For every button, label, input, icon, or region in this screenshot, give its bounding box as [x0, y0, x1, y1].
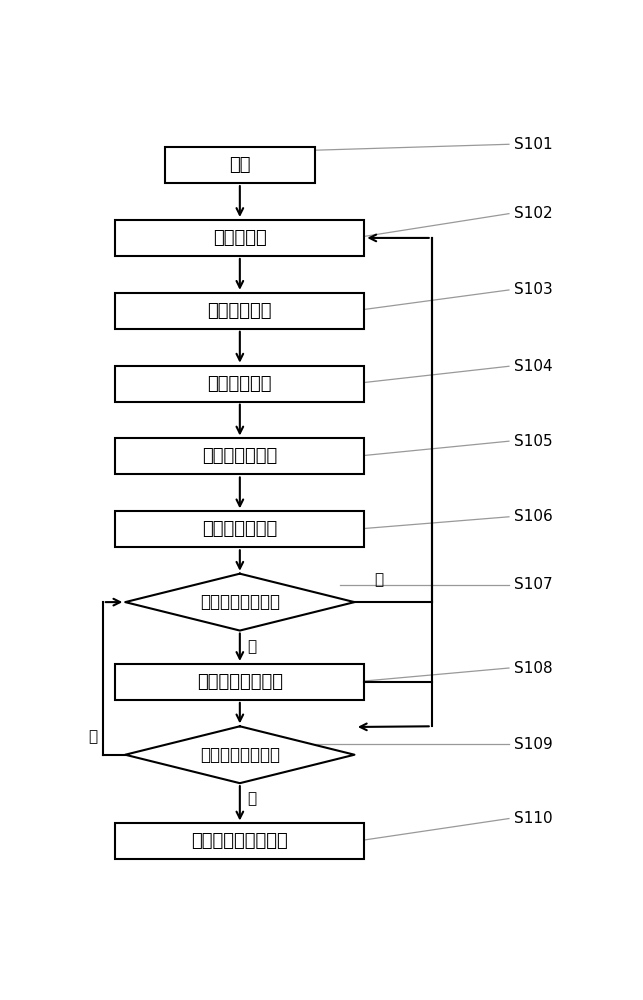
FancyBboxPatch shape [115, 438, 365, 474]
Text: 否: 否 [374, 572, 383, 587]
Text: S103: S103 [514, 282, 553, 297]
Text: S108: S108 [514, 661, 552, 676]
Text: 开始: 开始 [229, 156, 251, 174]
Text: 否: 否 [89, 729, 98, 744]
Text: 是: 是 [248, 791, 257, 806]
Text: 所有像素判定完？: 所有像素判定完？ [200, 746, 280, 764]
FancyBboxPatch shape [115, 220, 365, 256]
FancyBboxPatch shape [115, 664, 365, 700]
Text: 标出检测线上像素: 标出检测线上像素 [197, 673, 283, 691]
FancyBboxPatch shape [115, 823, 365, 859]
Text: S105: S105 [514, 434, 552, 449]
Polygon shape [125, 726, 354, 783]
Text: S107: S107 [514, 577, 552, 592]
FancyBboxPatch shape [115, 511, 365, 547]
Text: S104: S104 [514, 359, 552, 374]
Text: S101: S101 [514, 137, 552, 152]
Text: 检测线形变偏移检测: 检测线形变偏移检测 [192, 832, 288, 850]
Text: S106: S106 [514, 509, 553, 524]
Text: 提取色差信号: 提取色差信号 [208, 375, 272, 393]
Polygon shape [125, 574, 354, 631]
FancyBboxPatch shape [165, 147, 314, 183]
Text: S110: S110 [514, 811, 552, 826]
Text: 是: 是 [248, 639, 257, 654]
Text: 检测线像素判定？: 检测线像素判定？ [200, 593, 280, 611]
FancyBboxPatch shape [115, 293, 365, 329]
Text: 提取亮度信号: 提取亮度信号 [208, 302, 272, 320]
Text: S102: S102 [514, 206, 552, 221]
Text: S109: S109 [514, 737, 553, 752]
FancyBboxPatch shape [115, 366, 365, 402]
Text: 自适应阈值检测: 自适应阈值检测 [202, 520, 278, 538]
Text: 读取当前帧: 读取当前帧 [213, 229, 267, 247]
Text: 检测线特征提取: 检测线特征提取 [202, 447, 278, 465]
